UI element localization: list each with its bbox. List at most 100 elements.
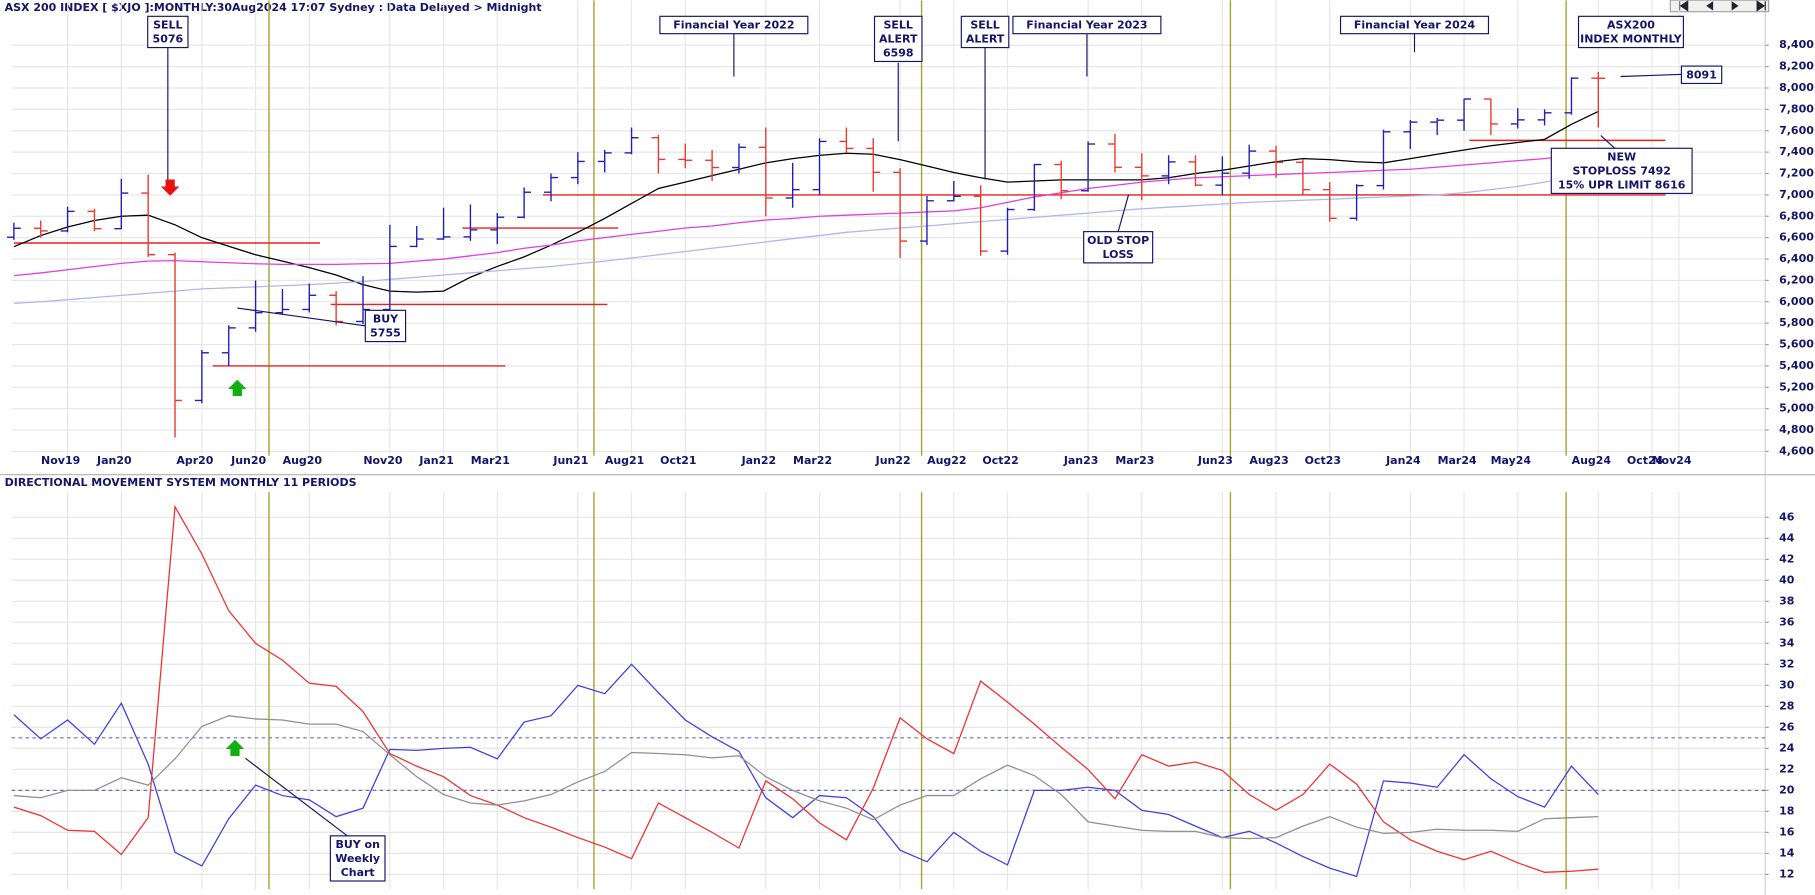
x-tick-label: Aug20 [283, 454, 323, 467]
annotation-box [659, 15, 809, 35]
annotation-box [1550, 147, 1693, 195]
y-tick-label: 22 [1779, 762, 1794, 775]
x-tick-label: Mar21 [471, 454, 510, 467]
y-tick-label: 18 [1779, 804, 1794, 817]
annotation-leader [237, 307, 371, 328]
x-tick-label: Jun23 [1197, 454, 1233, 467]
x-tick-label: Oct23 [1305, 454, 1341, 467]
y-tick-label: 6,800 [1779, 209, 1814, 222]
y-tick-label: 7,200 [1779, 167, 1814, 180]
annotation-text: SELL [884, 19, 913, 32]
y-tick-label: 6,400 [1779, 252, 1814, 265]
indicator-line [13, 663, 1599, 878]
annotation-text: Financial Year 2023 [1026, 19, 1147, 32]
x-tick-label: Nov24 [1652, 454, 1692, 467]
annotation-text: 8091 [1686, 68, 1717, 81]
y-tick-label: 5,200 [1779, 380, 1814, 393]
annotation-box [1012, 15, 1162, 35]
annotation-box [147, 15, 189, 49]
x-tick-label: May24 [1491, 454, 1532, 467]
indicator-line [13, 110, 1599, 293]
annotation-text: 5076 [153, 32, 184, 45]
indicator-line [13, 170, 1599, 305]
nav-buttons [1669, 0, 1770, 13]
y-tick-label: 6,000 [1779, 295, 1814, 308]
y-tick-label: 4,800 [1779, 423, 1814, 436]
signal-arrow [228, 379, 247, 396]
annotation-text: INDEX MONTHLY [1580, 32, 1683, 45]
nav-next[interactable] [1731, 1, 1739, 11]
x-tick-label: Apr20 [176, 454, 213, 467]
x-tick-label: Nov20 [363, 454, 403, 467]
y-tick-label: 40 [1779, 573, 1795, 586]
annotation-leader [1117, 194, 1130, 232]
y-tick-label: 5,800 [1779, 316, 1814, 329]
y-tick-label: 7,400 [1779, 145, 1814, 158]
nav-prev[interactable] [1706, 1, 1714, 11]
annotation-text: SELL [970, 19, 999, 32]
y-tick-label: 44 [1779, 531, 1795, 544]
y-tick-label: 42 [1779, 552, 1794, 565]
nav-bar [1669, 0, 1770, 13]
indicator-title: DIRECTIONAL MOVEMENT SYSTEM MONTHLY 11 P… [5, 476, 357, 489]
chart-title: ASX 200 INDEX [ $XJO ]:MONTHLY:30Aug2024… [5, 1, 542, 14]
annotation-text: LOSS [1103, 248, 1134, 261]
x-tick-label: Jun21 [552, 454, 588, 467]
annotation-text: Chart [341, 866, 375, 879]
y-tick-label: 5,400 [1779, 359, 1814, 372]
x-tick-label: Oct24 [1627, 454, 1664, 467]
nav-first[interactable] [1678, 0, 1689, 12]
annotation-box [329, 835, 386, 882]
x-tick-label: Jun22 [875, 454, 911, 467]
y-tick-label: 46 [1779, 510, 1795, 523]
annotation-text: ALERT [966, 32, 1005, 45]
annotation-text: OLD STOP [1087, 234, 1149, 247]
x-tick-label: Oct21 [660, 454, 696, 467]
x-tick-label: Aug22 [927, 454, 966, 467]
y-tick-label: 26 [1779, 720, 1795, 733]
y-tick-label: 7,600 [1779, 124, 1814, 137]
y-tick-label: 4,600 [1779, 444, 1814, 457]
y-tick-label: 12 [1779, 867, 1794, 880]
x-tick-label: Jan24 [1385, 454, 1421, 467]
annotation-text: 6598 [883, 46, 914, 59]
indicator-line [13, 149, 1599, 277]
y-tick-label: 7,000 [1779, 188, 1814, 201]
annotation-text: 5755 [370, 326, 401, 339]
annotation-text: STOPLOSS 7492 [1572, 164, 1670, 177]
y-tick-label: 7,800 [1779, 102, 1814, 115]
y-tick-label: 8,000 [1779, 81, 1814, 94]
x-tick-label: Nov19 [41, 454, 80, 467]
annotation-text: ASX200 [1607, 19, 1655, 32]
x-tick-label: Oct22 [982, 454, 1018, 467]
x-tick-label: Aug21 [605, 454, 644, 467]
annotation-leader [1620, 73, 1687, 78]
y-tick-label: 5,000 [1779, 402, 1814, 415]
annotation-text: NEW [1607, 151, 1636, 164]
nav-last[interactable] [1756, 0, 1766, 12]
y-tick-label: 20 [1779, 783, 1795, 796]
annotation-leader [1600, 135, 1616, 149]
x-tick-label: Aug23 [1249, 454, 1288, 467]
y-tick-label: 14 [1779, 846, 1795, 859]
y-tick-label: 36 [1779, 615, 1795, 628]
y-tick-label: 34 [1779, 636, 1795, 649]
y-tick-label: 38 [1779, 594, 1794, 607]
x-tick-label: Mar24 [1438, 454, 1477, 467]
x-tick-label: Jan21 [418, 454, 454, 467]
annotation-text: Financial Year 2024 [1354, 19, 1476, 32]
annotation-text: Financial Year 2022 [673, 19, 794, 32]
x-tick-label: Jan22 [741, 454, 777, 467]
x-tick-label: Jan23 [1063, 454, 1099, 467]
y-tick-label: 24 [1779, 741, 1795, 754]
x-tick-label: Jun20 [230, 454, 266, 467]
annotation-box [1577, 15, 1684, 49]
signal-arrow [160, 179, 180, 196]
annotation-leader [245, 757, 348, 837]
annotation-text: BUY on [335, 838, 379, 851]
annotation-text: SELL [153, 19, 182, 32]
x-tick-label: Mar23 [1115, 454, 1154, 467]
annotation-box [873, 15, 923, 63]
